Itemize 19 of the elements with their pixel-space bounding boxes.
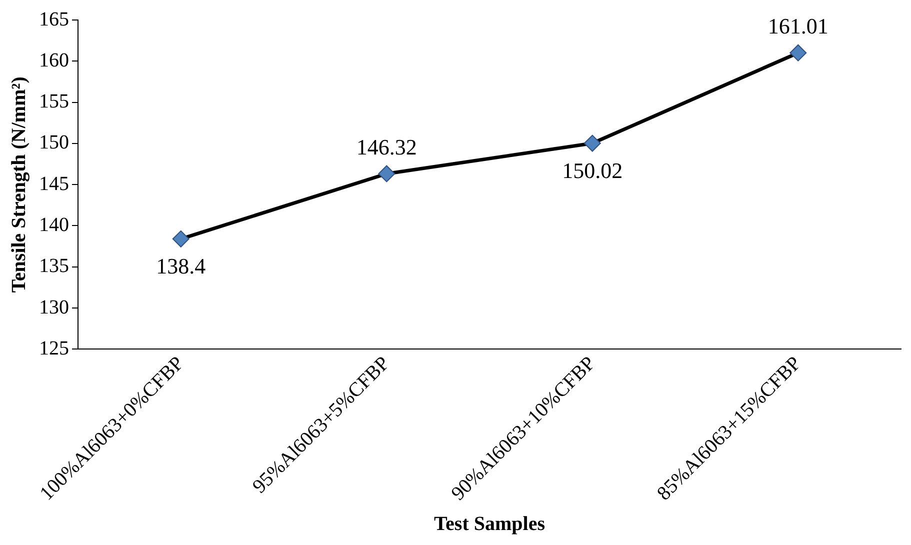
y-tick-label: 130 xyxy=(39,296,69,318)
y-tick-label: 145 xyxy=(39,172,69,195)
data-label: 161.01 xyxy=(768,14,828,39)
data-label: 146.32 xyxy=(356,134,417,160)
x-axis-title: Test Samples xyxy=(434,513,546,536)
y-tick-label: 155 xyxy=(39,90,69,113)
point xyxy=(172,230,190,248)
y-tick-label: 165 xyxy=(39,8,69,30)
data-label: 138.4 xyxy=(156,254,206,279)
y-axis-title: Tensile Strength (N/mm²) xyxy=(8,76,30,293)
point xyxy=(378,165,396,182)
data-label: 150.02 xyxy=(562,158,623,184)
y-tick-label: 160 xyxy=(39,49,69,72)
y-tick-label: 150 xyxy=(39,132,69,154)
point xyxy=(790,44,807,62)
y-tick-label: 135 xyxy=(39,255,69,278)
y-tick-label: 140 xyxy=(39,214,69,236)
y-tick-label: 125 xyxy=(39,337,69,360)
point xyxy=(584,134,601,152)
